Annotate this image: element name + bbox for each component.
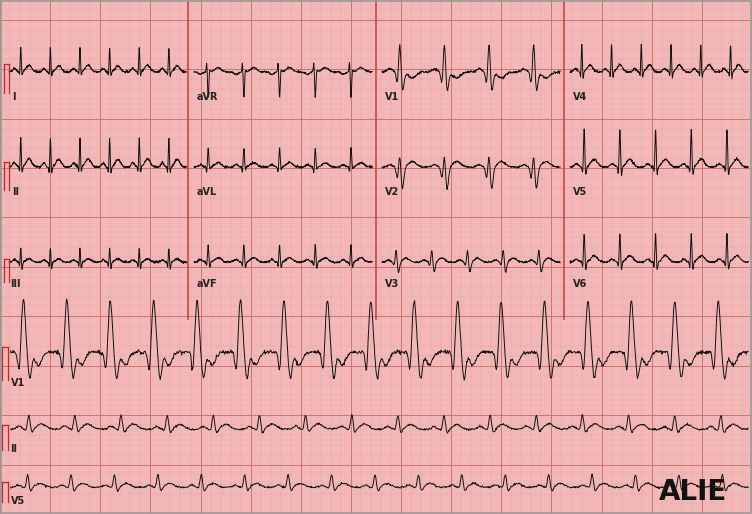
Text: V2: V2 [385, 187, 399, 197]
Text: II: II [11, 444, 17, 454]
Text: V1: V1 [11, 377, 25, 388]
Text: V5: V5 [573, 187, 587, 197]
Text: I: I [12, 92, 16, 102]
Text: aVF: aVF [197, 279, 217, 289]
Text: V1: V1 [385, 92, 399, 102]
Text: III: III [11, 279, 21, 289]
Text: V4: V4 [573, 92, 587, 102]
Text: aVR: aVR [197, 92, 219, 102]
Text: V5: V5 [11, 495, 25, 506]
Text: V6: V6 [573, 279, 587, 289]
Text: aVL: aVL [197, 187, 217, 197]
Text: II: II [12, 187, 19, 197]
Text: V3: V3 [385, 279, 399, 289]
Text: ALIE: ALIE [659, 479, 727, 506]
